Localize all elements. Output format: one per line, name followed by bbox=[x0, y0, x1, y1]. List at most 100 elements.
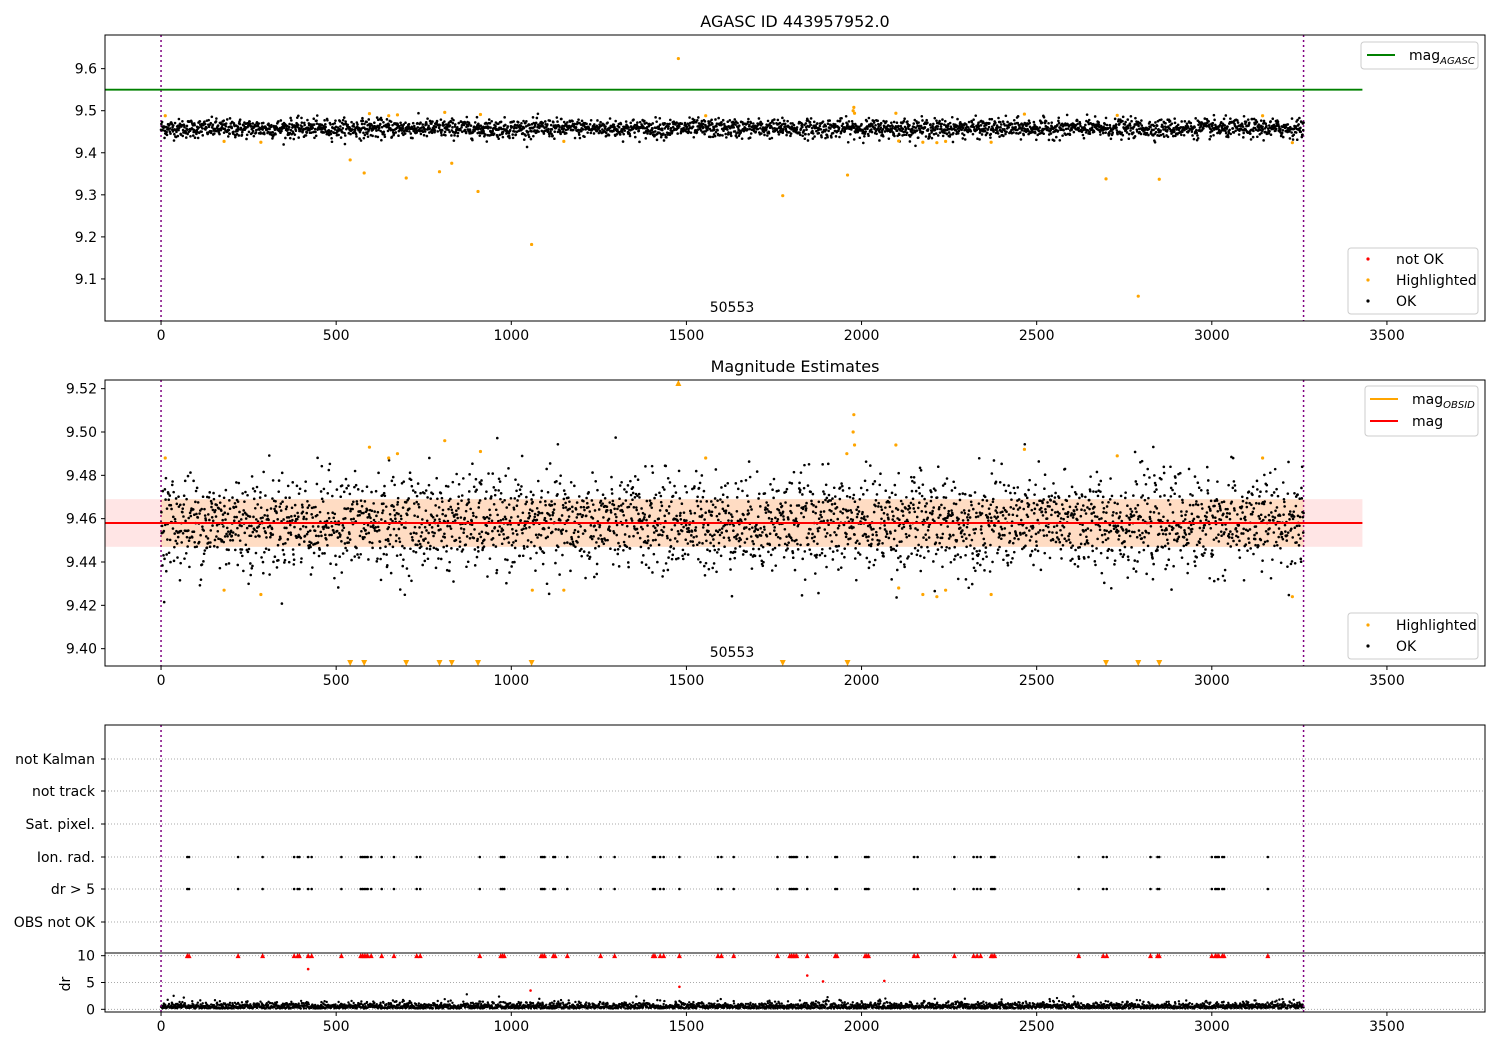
p1-ok-point bbox=[783, 122, 787, 126]
p2-ok-point bbox=[392, 505, 395, 508]
p1-ok-point bbox=[248, 120, 251, 123]
p1-ok-point bbox=[459, 128, 462, 132]
p1-ok-point bbox=[300, 121, 304, 124]
p2-xtick-label: 3500 bbox=[1369, 673, 1405, 689]
p2-ok-point bbox=[366, 523, 370, 527]
p2-ok-point bbox=[251, 530, 255, 534]
p1-ok-point bbox=[416, 126, 420, 129]
p1-ok-point bbox=[878, 139, 881, 142]
p2-ok-point bbox=[200, 563, 204, 566]
p2-ok-point bbox=[183, 557, 186, 560]
p1-ok-point bbox=[181, 119, 184, 123]
p1-ok-point bbox=[236, 126, 240, 129]
p1-ok-point bbox=[516, 121, 520, 124]
p1-ok-point bbox=[443, 130, 447, 134]
p1-ok-point bbox=[210, 115, 214, 119]
p1-ok-point bbox=[824, 124, 828, 128]
p1-ok-point bbox=[1161, 132, 1165, 136]
p2-ok-point bbox=[446, 485, 450, 488]
p1-ok-point bbox=[379, 129, 382, 133]
p1-ok-point bbox=[586, 131, 589, 134]
p2-ok-point bbox=[253, 506, 257, 510]
p2-ok-point bbox=[314, 534, 318, 538]
p1-ok-point bbox=[176, 134, 180, 138]
p2-ok-point bbox=[187, 516, 191, 520]
p1-ok-point bbox=[415, 131, 419, 134]
p2-ok-point bbox=[540, 511, 544, 515]
p1-ok-point bbox=[249, 122, 252, 126]
p2-ok-point bbox=[240, 554, 244, 558]
p1-ok-point bbox=[530, 130, 533, 133]
p1-ok-point bbox=[766, 119, 770, 123]
p1-highlighted-point bbox=[348, 158, 352, 162]
p2-ok-point bbox=[279, 537, 282, 540]
p2-ok-point bbox=[280, 602, 284, 605]
p2-ok-point bbox=[590, 499, 594, 502]
p2-ok-point bbox=[588, 510, 592, 513]
p1-ok-point bbox=[831, 131, 835, 135]
p2-ok-point bbox=[251, 487, 255, 490]
p2-ok-point bbox=[674, 491, 678, 494]
p2-ok-point bbox=[201, 495, 205, 498]
p2-ok-point bbox=[654, 493, 658, 497]
p2-xtick-label: 1000 bbox=[493, 673, 529, 689]
p1-ok-point bbox=[906, 120, 909, 123]
p2-ok-point bbox=[533, 512, 537, 516]
p1-ok-point bbox=[339, 136, 343, 139]
p1-ok-point bbox=[352, 125, 356, 128]
p2-ok-point bbox=[522, 547, 526, 550]
p2-ok-point bbox=[554, 548, 558, 552]
p2-ok-point bbox=[717, 548, 720, 551]
p2-ok-point bbox=[333, 576, 336, 580]
p2-ok-point bbox=[239, 518, 243, 521]
p2-ok-point bbox=[458, 545, 462, 548]
p2-ok-point bbox=[709, 541, 712, 545]
p1-ok-point bbox=[852, 138, 856, 141]
p2-ok-point bbox=[679, 511, 682, 515]
p2-ok-point bbox=[341, 529, 344, 532]
p1-ok-point bbox=[399, 121, 402, 125]
p2-ok-point bbox=[472, 485, 476, 489]
p2-ok-point bbox=[301, 505, 304, 509]
p1-ok-point bbox=[798, 131, 801, 134]
p2-ok-point bbox=[202, 529, 206, 532]
p1-ok-point bbox=[361, 119, 365, 123]
p2-ytick-label: 9.50 bbox=[66, 425, 97, 441]
p2-ok-point bbox=[618, 497, 621, 501]
p2-ok-point bbox=[505, 581, 508, 585]
p1-ok-point bbox=[978, 138, 981, 141]
p1-ok-point bbox=[1126, 118, 1130, 121]
p2-ok-point bbox=[177, 495, 180, 498]
p2-ok-point bbox=[326, 543, 329, 547]
p2-ok-point bbox=[209, 499, 213, 503]
p1-ok-point bbox=[522, 119, 525, 123]
p2-ok-point bbox=[488, 513, 492, 517]
p1-xtick-label: 2000 bbox=[844, 328, 880, 344]
p1-ok-point bbox=[256, 124, 260, 128]
p1-ok-point bbox=[1281, 135, 1285, 139]
p2-ok-point bbox=[460, 499, 463, 502]
p2-ok-point bbox=[679, 517, 683, 521]
p2-ok-point bbox=[355, 546, 358, 550]
p2-ok-point bbox=[162, 600, 166, 604]
p1-ok-point bbox=[1166, 135, 1170, 139]
p2-ok-point bbox=[211, 519, 215, 523]
p1-ok-point bbox=[1259, 119, 1263, 122]
p1-ok-point bbox=[501, 135, 505, 139]
p1-ok-point bbox=[512, 127, 516, 130]
p1-ok-point bbox=[368, 124, 372, 128]
p2-ok-point bbox=[664, 562, 668, 565]
p1-ok-point bbox=[988, 121, 991, 125]
p2-ok-point bbox=[191, 508, 195, 511]
p1-ok-point bbox=[228, 132, 231, 136]
p1-ok-point bbox=[184, 130, 188, 134]
p2-ok-point bbox=[208, 491, 212, 494]
p2-ok-point bbox=[277, 558, 280, 562]
p2-ok-point bbox=[227, 562, 231, 565]
p2-ok-point bbox=[547, 526, 551, 530]
p1-ok-point bbox=[776, 130, 780, 134]
p2-ok-point bbox=[363, 535, 366, 539]
p1-ok-point bbox=[727, 131, 730, 134]
p2-ok-point bbox=[526, 539, 530, 542]
p2-ok-point bbox=[593, 524, 596, 528]
